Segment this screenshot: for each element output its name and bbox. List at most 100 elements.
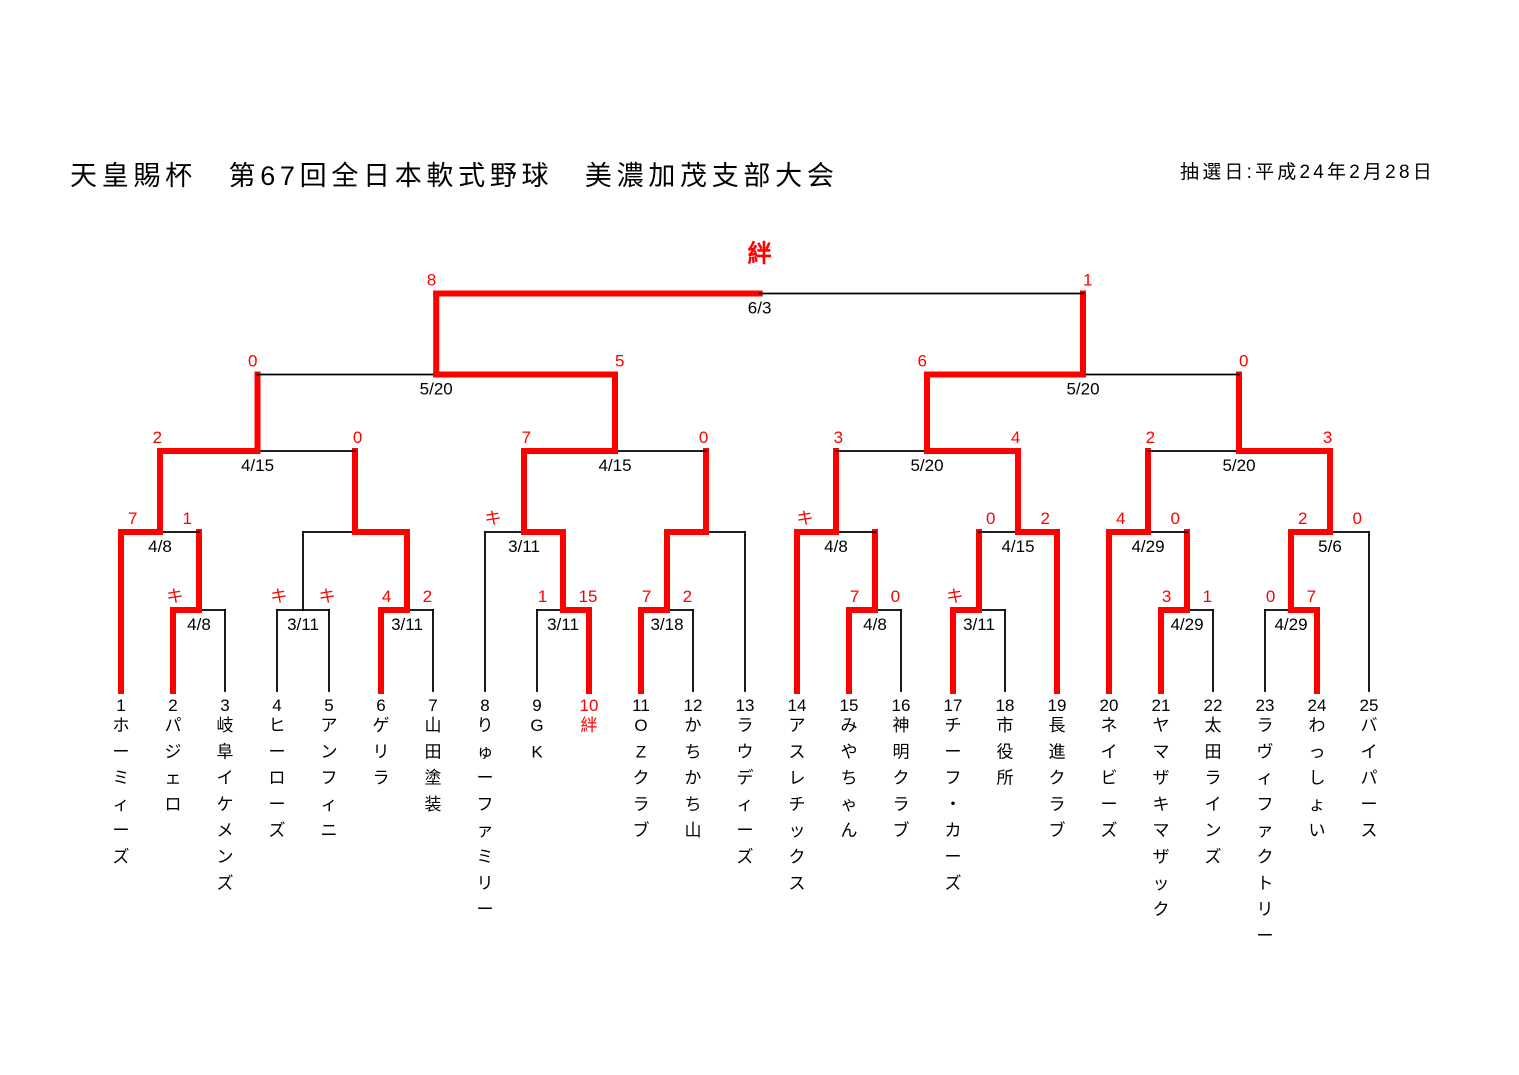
svg-text:キ: キ (797, 509, 814, 528)
svg-text:0: 0 (1353, 509, 1362, 528)
svg-text:3: 3 (220, 696, 229, 715)
svg-text:0: 0 (248, 352, 257, 371)
svg-text:5/20: 5/20 (910, 456, 943, 475)
svg-text:ク: ク (633, 769, 650, 788)
svg-text:山: 山 (425, 716, 442, 735)
svg-text:6: 6 (376, 696, 385, 715)
svg-text:ロ: ロ (165, 795, 182, 814)
svg-text:ト: ト (1257, 874, 1274, 893)
svg-text:ケ: ケ (217, 795, 234, 814)
svg-text:ブ: ブ (1049, 820, 1066, 840)
svg-text:O: O (634, 716, 647, 735)
svg-text:ァ: ァ (477, 821, 494, 840)
svg-text:4/29: 4/29 (1170, 615, 1203, 634)
svg-text:2: 2 (683, 587, 692, 606)
svg-text:ン: ン (1205, 821, 1222, 840)
svg-text:ー: ー (269, 795, 286, 814)
svg-text:7: 7 (522, 428, 531, 447)
svg-text:ー: ー (477, 900, 494, 919)
svg-text:8: 8 (480, 696, 489, 715)
svg-text:ー: ー (945, 848, 962, 867)
svg-text:2: 2 (153, 428, 162, 447)
svg-text:ー: ー (1257, 926, 1274, 945)
svg-text:り: り (477, 716, 494, 735)
svg-text:絆: 絆 (581, 716, 598, 735)
svg-text:ィ: ィ (737, 795, 754, 814)
svg-text:ミ: ミ (477, 848, 494, 867)
svg-text:18: 18 (996, 696, 1015, 715)
svg-text:10: 10 (580, 696, 599, 715)
svg-text:3: 3 (1162, 587, 1171, 606)
svg-text:フ: フ (1257, 795, 1274, 814)
svg-text:メ: メ (217, 821, 234, 840)
svg-text:17: 17 (944, 696, 963, 715)
svg-text:ー: ー (113, 742, 130, 761)
svg-text:1: 1 (1083, 271, 1092, 290)
svg-text:ラ: ラ (1257, 716, 1274, 735)
svg-text:15: 15 (840, 696, 859, 715)
svg-text:ビ: ビ (1101, 769, 1118, 788)
svg-text:ィ: ィ (113, 795, 130, 814)
svg-text:G: G (530, 716, 543, 735)
svg-text:7: 7 (128, 509, 137, 528)
svg-text:ン: ン (217, 848, 234, 867)
svg-text:3/11: 3/11 (391, 615, 423, 634)
svg-text:岐: 岐 (217, 716, 234, 735)
svg-text:や: や (841, 742, 858, 761)
svg-text:ズ: ズ (737, 848, 754, 867)
svg-text:ロ: ロ (269, 769, 286, 788)
svg-text:ち: ち (685, 742, 702, 761)
svg-text:キ: キ (166, 587, 183, 606)
svg-text:5/20: 5/20 (1066, 380, 1099, 399)
svg-text:13: 13 (736, 696, 755, 715)
svg-text:ッ: ッ (1153, 874, 1170, 893)
svg-text:わ: わ (1309, 716, 1326, 735)
svg-text:進: 進 (1049, 742, 1066, 761)
svg-text:ズ: ズ (945, 874, 962, 893)
svg-text:阜: 阜 (217, 742, 234, 761)
svg-text:1: 1 (116, 696, 125, 715)
svg-text:ネ: ネ (1101, 716, 1118, 735)
svg-text:リ: リ (1257, 900, 1274, 919)
svg-text:24: 24 (1308, 696, 1327, 715)
svg-text:4/29: 4/29 (1131, 537, 1164, 556)
svg-text:チ: チ (945, 716, 962, 735)
svg-text:マ: マ (1153, 821, 1170, 840)
svg-text:ズ: ズ (1205, 848, 1222, 867)
svg-text:ラ: ラ (893, 795, 910, 814)
svg-text:ー: ー (737, 821, 754, 840)
svg-text:カ: カ (945, 821, 962, 840)
svg-text:3/11: 3/11 (963, 615, 995, 634)
svg-text:ち: ち (685, 795, 702, 814)
svg-text:8: 8 (427, 271, 436, 290)
svg-text:ゃ: ゃ (841, 795, 858, 814)
svg-text:0: 0 (1171, 509, 1180, 528)
svg-text:3/18: 3/18 (650, 615, 683, 634)
svg-text:デ: デ (737, 768, 754, 788)
svg-text:ク: ク (789, 848, 806, 867)
svg-text:し: し (1309, 769, 1326, 788)
svg-text:レ: レ (789, 769, 806, 788)
svg-text:12: 12 (684, 696, 703, 715)
svg-text:イ: イ (1205, 795, 1222, 814)
svg-text:19: 19 (1048, 696, 1067, 715)
svg-text:リ: リ (373, 742, 390, 761)
svg-text:5: 5 (324, 696, 333, 715)
svg-text:1: 1 (183, 509, 192, 528)
svg-text:7: 7 (428, 696, 437, 715)
svg-text:所: 所 (997, 769, 1014, 788)
svg-text:5/6: 5/6 (1318, 537, 1342, 556)
svg-text:ホ: ホ (113, 716, 130, 735)
svg-text:マ: マ (1153, 742, 1170, 761)
svg-text:キ: キ (1153, 795, 1170, 814)
svg-text:ズ: ズ (1101, 821, 1118, 840)
svg-text:ス: ス (1361, 821, 1378, 840)
svg-text:ニ: ニ (321, 821, 338, 840)
svg-text:キ: キ (485, 509, 502, 528)
svg-text:山: 山 (685, 821, 702, 840)
svg-text:3/11: 3/11 (287, 615, 319, 634)
svg-text:ブ: ブ (893, 820, 910, 840)
svg-text:3/11: 3/11 (508, 537, 540, 556)
svg-text:長: 長 (1049, 716, 1066, 735)
svg-text:2: 2 (1298, 509, 1307, 528)
